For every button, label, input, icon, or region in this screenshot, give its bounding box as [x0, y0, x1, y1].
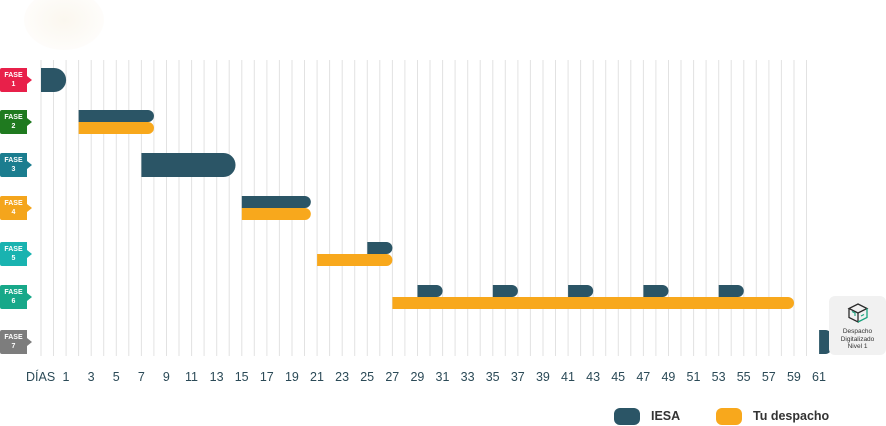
phase-tab-text: FASE — [4, 334, 23, 341]
x-tick-label: 39 — [536, 370, 550, 384]
bar-tu-despacho — [78, 122, 154, 134]
x-tick-label: 5 — [113, 370, 120, 384]
milestone-line-2: Digitalizado — [840, 335, 875, 343]
milestone-line-3: Nivel 1 — [847, 343, 868, 350]
x-tick-label: 11 — [185, 370, 198, 384]
x-tick-label: 21 — [310, 370, 324, 384]
x-tick-label: 57 — [762, 370, 776, 384]
milestone-card: Despacho Digitalizado Nivel 1 — [829, 296, 886, 355]
x-tick-label: 3 — [88, 370, 95, 384]
bar-iesa — [141, 153, 236, 177]
bar-iesa — [819, 330, 832, 354]
phase-tab-text: 7 — [11, 343, 16, 350]
x-tick-label: 43 — [586, 370, 600, 384]
bar-iesa — [241, 196, 311, 208]
x-tick-label: 27 — [385, 370, 399, 384]
box-icon — [847, 303, 869, 324]
milestone-line-1: Despacho — [842, 328, 873, 335]
legend-label-iesa: IESA — [651, 409, 681, 423]
bar-iesa — [718, 285, 744, 297]
legend-label-tu-despacho: Tu despacho — [753, 409, 830, 423]
legend-swatch-tu-despacho — [716, 407, 742, 425]
x-tick-label: 13 — [210, 370, 224, 384]
phase-tab-pointer — [27, 293, 32, 301]
x-tick-label: 49 — [661, 370, 675, 384]
x-tick-label: 59 — [787, 370, 801, 384]
legend-swatch-iesa — [614, 407, 640, 425]
phase-tab-7: FASE 7 — [0, 330, 32, 354]
phase-tab-text: FASE — [4, 72, 23, 79]
x-tick-label: 41 — [561, 370, 575, 384]
x-tick-label: 9 — [163, 370, 170, 384]
phase-tab-pointer — [27, 250, 32, 258]
legend-item-tu-despacho: Tu despacho — [716, 406, 829, 426]
x-tick-label: 33 — [461, 370, 475, 384]
x-tick-label: 7 — [138, 370, 145, 384]
phase-tab-text: 6 — [11, 298, 16, 305]
x-tick-label: 23 — [335, 370, 349, 384]
phase-tab-5: FASE 5 — [0, 242, 32, 266]
bar-tu-despacho — [241, 208, 311, 220]
phase-tab-text: 3 — [11, 166, 16, 173]
bar-iesa — [78, 110, 154, 122]
phase-tab-text: FASE — [4, 114, 23, 121]
phase-tab-pointer — [27, 338, 32, 346]
x-tick-label: 47 — [636, 370, 650, 384]
x-tick-label: 25 — [360, 370, 374, 384]
background-glow — [24, 0, 104, 50]
x-tick-label: 45 — [611, 370, 625, 384]
x-tick-label: 29 — [410, 370, 424, 384]
bar-tu-despacho — [317, 254, 393, 266]
phase-tab-pointer — [27, 76, 32, 84]
x-tick-label: 19 — [285, 370, 299, 384]
phase-tab-6: FASE 6 — [0, 285, 32, 309]
phase-tab-text: 2 — [11, 123, 16, 130]
phase-tab-text: FASE — [4, 157, 23, 164]
legend-item-iesa: IESA — [614, 406, 680, 426]
x-tick-label: 17 — [260, 370, 274, 384]
phase-tab-text: FASE — [4, 200, 23, 207]
x-tick-label: 1 — [63, 370, 70, 384]
bar-iesa — [492, 285, 518, 297]
x-tick-label: 37 — [511, 370, 525, 384]
phase-tab-text: 4 — [11, 209, 16, 216]
phase-tab-text: FASE — [4, 246, 23, 253]
bar-iesa — [367, 242, 393, 254]
x-tick-label: 55 — [737, 370, 751, 384]
phase-tab-3: FASE 3 — [0, 153, 32, 177]
bar-tu-despacho — [392, 297, 794, 309]
x-tick-label: 15 — [235, 370, 249, 384]
bar-iesa — [568, 285, 594, 297]
x-tick-label: 35 — [486, 370, 500, 384]
bar-iesa — [417, 285, 443, 297]
bar-iesa — [41, 68, 67, 92]
phase-tab-text: FASE — [4, 289, 23, 296]
x-tick-label: 51 — [687, 370, 701, 384]
phase-tab-4: FASE 4 — [0, 196, 32, 220]
phase-tab-2: FASE 2 — [0, 110, 32, 134]
phase-tab-pointer — [27, 161, 32, 169]
x-tick-label: 31 — [436, 370, 450, 384]
x-tick-label: 53 — [712, 370, 726, 384]
phase-tab-pointer — [27, 204, 32, 212]
x-tick-label: 61 — [812, 370, 826, 384]
x-axis-label: DÍAS — [26, 369, 55, 384]
phase-tab-1: FASE 1 — [0, 68, 32, 92]
bar-iesa — [643, 285, 669, 297]
phase-tab-pointer — [27, 118, 32, 126]
phase-tab-text: 1 — [11, 81, 16, 88]
phase-tab-text: 5 — [11, 255, 16, 262]
